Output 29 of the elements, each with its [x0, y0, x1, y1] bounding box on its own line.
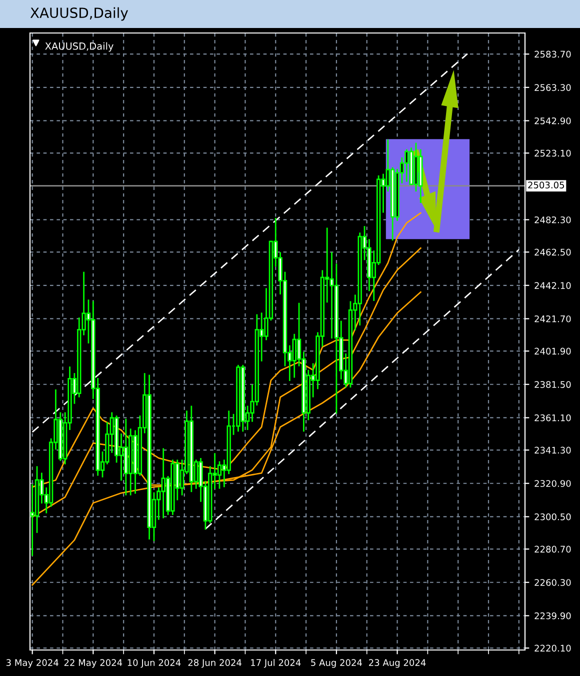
line-series [32, 212, 422, 488]
x-tick-label: 5 Aug 2024 [311, 659, 362, 668]
y-tick-label: 2280.70 [534, 546, 571, 553]
x-tick-label: 10 Jun 2024 [128, 659, 181, 668]
y-tick-label: 2583.70 [534, 50, 571, 58]
y-tick-label: 2341.30 [534, 446, 571, 454]
x-tick-label: 17 Jul 2024 [251, 659, 301, 668]
y-tick-label: 2482.30 [534, 216, 571, 224]
y-tick-label: 2462.50 [534, 248, 571, 256]
y-tick-label: 2523.10 [534, 150, 571, 157]
x-tick-label: 23 Aug 2024 [369, 659, 426, 668]
y-tick-label: 2421.70 [534, 315, 571, 322]
x-tick-label: 28 Jun 2024 [188, 659, 242, 668]
text: XAUUSD,Daily [45, 42, 114, 52]
y-tick-label: 2361.10 [534, 414, 571, 422]
x-tick-label: 3 May 2024 [6, 659, 58, 668]
y-tick-label: 2239.90 [534, 612, 571, 620]
y-tick-label: 2220.10 [534, 644, 571, 652]
y-tick-label: 2381.50 [534, 381, 571, 388]
y-tick-label: 2300.50 [534, 513, 571, 520]
chart-title: XAUUSD,Daily [30, 7, 128, 21]
y-tick-label: 2442.10 [534, 282, 571, 289]
y-tick-label: 2563.30 [534, 84, 571, 91]
ref-line-label: 2503.05 [528, 182, 564, 188]
y-tick-label: 2542.90 [534, 117, 571, 124]
y-tick-label: 2260.30 [534, 579, 571, 586]
y-tick-label: 2320.90 [534, 480, 571, 487]
x-tick-label: 22 May 2024 [64, 659, 122, 668]
y-tick-label: 2401.90 [534, 348, 571, 355]
